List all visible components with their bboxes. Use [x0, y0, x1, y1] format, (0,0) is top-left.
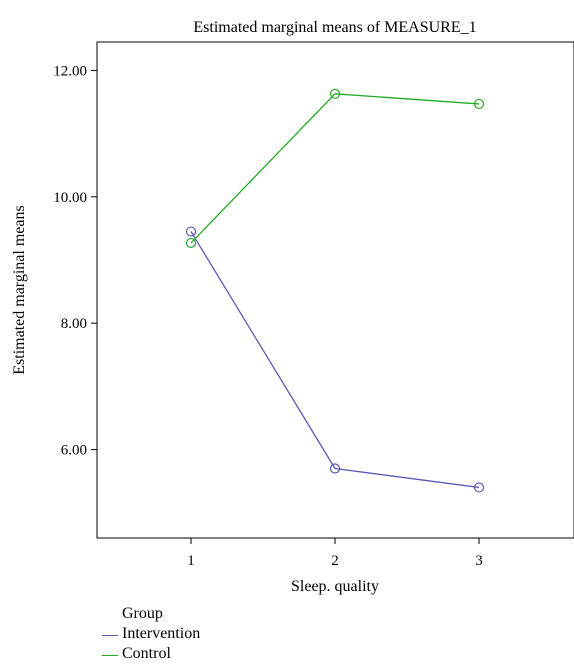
legend-title: Group	[122, 605, 163, 622]
data-point-intervention	[185, 226, 197, 237]
data-point-control	[185, 237, 197, 249]
x-tick-label: 1	[187, 553, 195, 569]
legend-item-intervention: Intervention	[102, 624, 200, 644]
chart-title: Estimated marginal means of MEASURE_1	[193, 19, 476, 36]
legend-label-intervention: Intervention	[122, 625, 201, 642]
legend-swatch-intervention	[102, 634, 118, 636]
legend-label-control: Control	[122, 645, 171, 662]
data-point-control	[329, 88, 341, 99]
legend-swatch-control	[102, 654, 118, 656]
y-tick-label: 10.00	[53, 190, 87, 206]
data-point-intervention	[473, 482, 485, 493]
series-layer	[185, 88, 485, 493]
data-point-control	[473, 98, 485, 110]
y-tick-label: 6.00	[61, 443, 87, 459]
series-line-control	[190, 93, 480, 244]
y-axis-label: Estimated marginal means	[11, 205, 28, 374]
legend-item-control: Control	[102, 644, 200, 664]
x-axis-label: Sleep. quality	[291, 578, 379, 595]
series-line-intervention	[190, 231, 480, 489]
x-tick-label: 3	[475, 553, 483, 569]
legend: Group Intervention Control	[102, 604, 200, 664]
y-tick-label: 8.00	[61, 316, 87, 332]
x-tick-label: 2	[331, 553, 339, 569]
y-tick-label: 12.00	[53, 63, 87, 79]
x-axis: 1 2 3	[187, 538, 483, 569]
data-point-intervention	[329, 463, 341, 474]
y-axis: 12.00 10.00 8.00 6.00	[53, 63, 97, 459]
